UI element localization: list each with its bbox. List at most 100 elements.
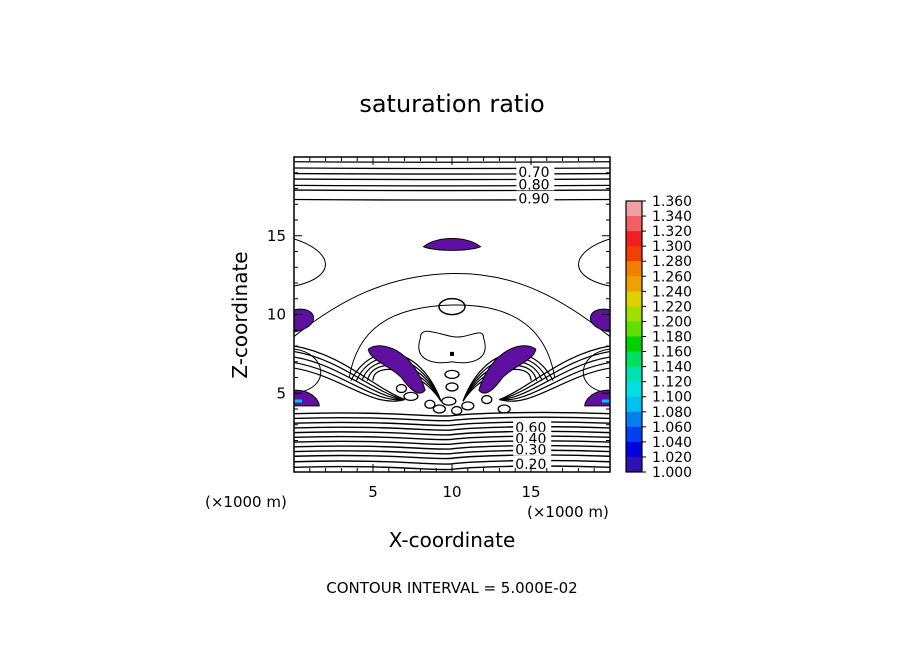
contour-line	[582, 348, 610, 394]
colorbar-segment	[626, 456, 642, 473]
colorbar-segment	[626, 321, 642, 337]
contour-line	[294, 345, 405, 401]
contour-line	[294, 172, 610, 175]
contour-line	[578, 238, 610, 287]
colorbar-label: 1.300	[652, 239, 692, 255]
contour-line	[294, 350, 405, 401]
contour-line	[294, 449, 610, 455]
colorbar-segment	[626, 441, 642, 458]
contour-line	[499, 356, 610, 401]
colorbar-segment	[626, 351, 642, 368]
contour-label: 0.70	[518, 165, 549, 181]
colorbar-segment	[626, 231, 642, 247]
supersaturated-region	[367, 345, 426, 394]
contour-label-bg	[513, 431, 552, 445]
contour-label-bg	[513, 420, 552, 434]
contour-line	[418, 330, 486, 364]
contour-line	[294, 167, 610, 170]
contour-label: 0.30	[515, 443, 546, 459]
supersaturated-region	[294, 308, 315, 333]
contour-interval-text: CONTOUR INTERVAL = 5.000E-02	[326, 579, 577, 597]
supersaturated-region	[294, 399, 302, 403]
x-axis-label: X-coordinate	[389, 528, 516, 552]
colorbar-label: 1.200	[652, 314, 692, 330]
contour-line	[294, 184, 610, 187]
colorbar-segment	[626, 201, 642, 217]
colorbar-segment	[626, 291, 642, 307]
contour-line	[499, 367, 610, 402]
colorbar-segment	[626, 261, 642, 277]
contour-line	[499, 345, 610, 401]
contour-line	[451, 405, 463, 416]
contour-line	[294, 367, 405, 402]
contour-line	[294, 440, 610, 446]
plot-area: 0.700.800.900.600.400.300.20	[293, 156, 611, 473]
colorbar-label: 1.280	[652, 254, 692, 270]
contour-line	[294, 421, 610, 427]
y-tick-label: 10	[267, 306, 286, 324]
colorbar-label: 1.260	[652, 269, 692, 285]
colorbar-label: 1.020	[652, 450, 692, 466]
supersaturated-region	[478, 345, 537, 394]
colorbar-label: 1.240	[652, 284, 692, 300]
contour-label-bg	[516, 191, 555, 205]
colorbar-label: 1.160	[652, 345, 692, 361]
contour-label: 0.80	[518, 177, 549, 193]
x-axis-ticks: 5 10 15	[309, 157, 595, 501]
colorbar-label: 1.220	[652, 299, 692, 315]
contour-label-bg	[513, 456, 552, 470]
contour-label-bg	[516, 164, 555, 178]
x-tick-label: 15	[521, 483, 540, 501]
x-tick-label: 5	[368, 483, 378, 501]
colorbar-segment	[626, 396, 642, 413]
x-unit-note-right: (×1000 m)	[527, 503, 609, 521]
contour-line	[294, 459, 610, 465]
contour-line	[499, 350, 610, 401]
chart-title: saturation ratio	[359, 90, 544, 118]
y-axis-ticks: 5 10 15	[267, 172, 610, 457]
contour-line	[294, 430, 610, 436]
contour-label: 0.90	[518, 192, 549, 208]
colorbar-label: 1.360	[652, 194, 692, 210]
supersaturated-region	[602, 399, 610, 403]
contour-line	[395, 383, 408, 394]
colorbar-label: 1.080	[652, 405, 692, 421]
y-tick-label: 5	[276, 384, 286, 402]
contour-line	[432, 404, 447, 414]
colorbar-segment	[626, 381, 642, 398]
contour-line	[403, 391, 419, 402]
x-tick-label: 10	[442, 483, 461, 501]
y-axis-label: Z-coordinate	[228, 251, 252, 378]
contour-line	[294, 238, 326, 287]
supersaturated-region	[589, 308, 610, 333]
colorbar-label: 1.100	[652, 390, 692, 406]
contour-line	[497, 404, 511, 414]
colorbar-label: 1.180	[652, 330, 692, 346]
supersaturated-region	[584, 389, 610, 407]
contour-line	[438, 297, 466, 316]
supersaturated-region	[450, 351, 454, 356]
contour-label-bg	[516, 177, 555, 191]
contour-line	[294, 348, 322, 394]
contour-line	[461, 401, 475, 411]
colorbar-segment	[626, 246, 642, 262]
contour-line	[481, 394, 493, 405]
supersaturated-region	[294, 389, 320, 407]
y-tick-label: 15	[267, 227, 286, 245]
contour-line	[294, 435, 610, 441]
colorbar-segment	[626, 276, 642, 292]
contour-line	[294, 178, 610, 181]
colorbar-label: 1.000	[652, 465, 692, 481]
contour-line	[294, 416, 610, 422]
colorbar-label: 1.120	[652, 375, 692, 391]
contour-line	[348, 304, 556, 378]
contour-line	[294, 356, 405, 401]
contour-line	[445, 382, 459, 392]
supersaturated-region	[422, 238, 482, 251]
x-unit-note-left: (×1000 m)	[205, 493, 287, 511]
colorbar-label: 1.320	[652, 224, 692, 240]
contour-line	[294, 454, 610, 460]
contour-line	[499, 361, 610, 401]
colorbar-segment	[626, 216, 642, 232]
